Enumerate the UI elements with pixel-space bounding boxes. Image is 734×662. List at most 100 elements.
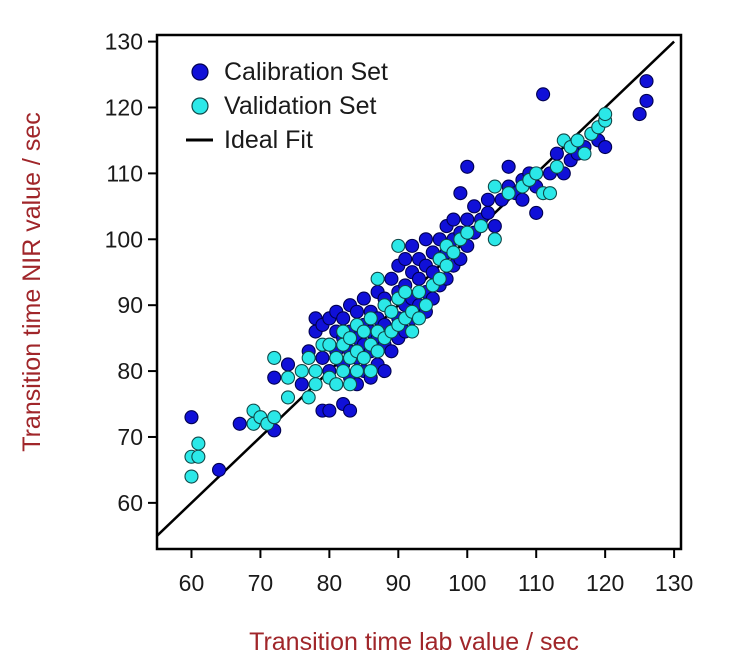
data-point [598, 107, 613, 122]
data-point [411, 271, 427, 286]
y-tick-label: 90 [117, 292, 143, 318]
plot-frame [155, 33, 683, 551]
y-tick-label: 110 [106, 160, 143, 186]
data-point [432, 271, 447, 286]
data-point [439, 258, 454, 273]
data-point [343, 403, 358, 418]
data-point [529, 166, 544, 181]
data-point [446, 212, 461, 227]
data-point [329, 377, 344, 392]
data-point [356, 350, 371, 365]
data-point [446, 245, 461, 260]
data-point [336, 364, 351, 379]
data-point [322, 337, 337, 352]
data-point [184, 410, 199, 425]
data-point [370, 344, 385, 359]
data-point [184, 469, 199, 484]
data-point [308, 377, 323, 392]
data-point [315, 350, 330, 365]
data-point [549, 146, 564, 161]
x-axis-title: Transition time lab value / sec [249, 628, 579, 656]
data-point [549, 159, 564, 174]
data-point [411, 284, 427, 300]
data-point [191, 436, 206, 451]
data-point [474, 219, 489, 234]
data-point [294, 377, 309, 392]
x-tick-label: 60 [179, 570, 205, 596]
data-point [363, 364, 378, 379]
legend-marker [191, 97, 209, 115]
data-point [418, 298, 433, 313]
data-point [370, 271, 385, 286]
legend-label: Calibration Set [224, 58, 388, 86]
data-point [501, 159, 516, 174]
data-point [577, 146, 592, 161]
data-point [460, 212, 475, 227]
data-point [632, 107, 647, 122]
y-tick-label: 60 [117, 490, 143, 516]
data-point [411, 311, 427, 326]
data-point [480, 205, 495, 220]
data-point [363, 311, 378, 326]
data-point [336, 311, 351, 326]
data-point [356, 324, 371, 339]
data-point [343, 331, 358, 346]
data-point [384, 271, 399, 286]
y-tick-label: 120 [105, 94, 143, 120]
data-point [405, 324, 420, 339]
y-axis-title: Transition time NIR value / sec [18, 112, 46, 451]
data-point [232, 416, 247, 431]
data-point [487, 179, 502, 194]
data-point [487, 219, 502, 234]
y-tick-label: 100 [105, 226, 143, 252]
data-point [329, 350, 344, 365]
data-point [280, 390, 296, 405]
data-point [212, 462, 227, 477]
data-point [515, 192, 530, 207]
x-tick-label: 120 [586, 570, 624, 596]
ticks-layer: 60 70 80 90 100 110 120 130 60 70 80 90 100 110 120 130 [105, 29, 694, 596]
data-point [570, 133, 585, 148]
y-tick-label: 70 [117, 424, 143, 450]
data-point [384, 344, 399, 359]
x-tick-label: 70 [248, 570, 274, 596]
x-tick-label: 130 [655, 570, 693, 596]
data-point [308, 364, 323, 379]
data-point [356, 291, 371, 306]
points-layer [184, 74, 654, 484]
series-validation [184, 107, 613, 484]
data-point [301, 390, 316, 405]
data-point [301, 350, 316, 365]
data-point [639, 74, 654, 89]
data-point [467, 199, 482, 214]
data-point [267, 350, 282, 365]
data-point [460, 225, 475, 240]
data-point [536, 87, 551, 102]
data-point [639, 93, 654, 108]
data-point [267, 410, 282, 425]
y-tick-label: 80 [117, 358, 143, 384]
data-point [398, 252, 413, 267]
data-point [349, 364, 364, 379]
data-point [191, 449, 206, 464]
data-point [398, 284, 413, 300]
data-point [280, 357, 296, 372]
data-point [480, 192, 495, 207]
legend-label: Ideal Fit [224, 126, 313, 154]
x-tick-label: 90 [386, 570, 412, 596]
legend-marker [191, 63, 209, 81]
data-point [501, 186, 516, 201]
legend-label: Validation Set [224, 92, 376, 120]
data-point [294, 364, 309, 379]
x-tick-label: 100 [448, 570, 486, 596]
data-point [542, 186, 558, 201]
x-tick-label: 110 [518, 570, 555, 596]
y-tick-label: 130 [105, 29, 143, 55]
data-point [377, 364, 392, 379]
data-point [405, 238, 420, 253]
data-point [460, 159, 475, 174]
data-point [343, 377, 358, 392]
data-point [487, 232, 502, 247]
data-point [280, 370, 296, 385]
